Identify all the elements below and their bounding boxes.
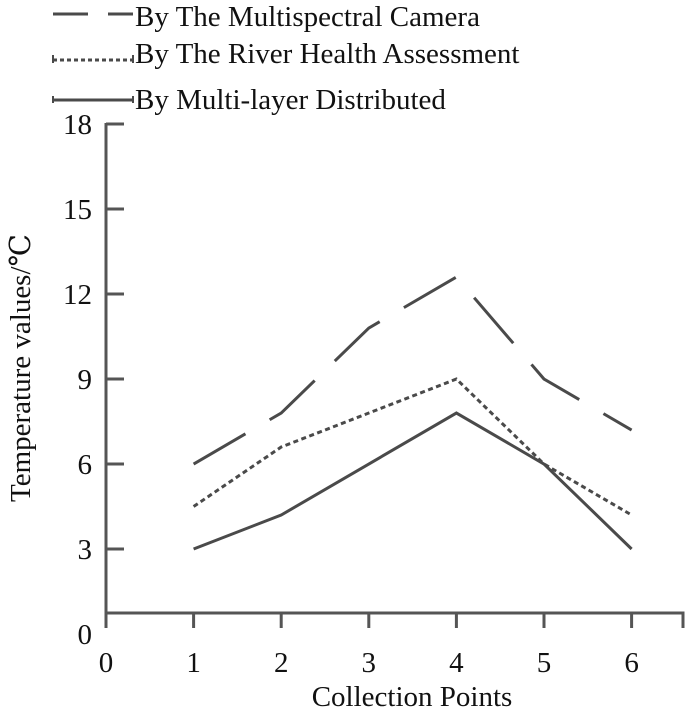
x-tick-label: 6 (624, 647, 639, 679)
x-tick-label: 2 (274, 647, 289, 679)
x-tick-label: 4 (449, 647, 464, 679)
x-tick-label: 5 (537, 647, 552, 679)
x-tick-label: 1 (186, 647, 201, 679)
legend-label: By The Multispectral Camera (135, 1, 480, 33)
y-tick-label: 3 (78, 534, 93, 566)
legend-label: By Multi-layer Distributed (135, 84, 446, 116)
series-line-dotted (192, 377, 633, 517)
axes (104, 122, 685, 628)
legend-item-river: By The River Health Assessment (52, 38, 519, 70)
series-line-solid (193, 411, 633, 551)
legend-item-camera: By The Multispectral Camera (53, 1, 480, 33)
y-tick-labels: 0 3 6 9 12 15 18 (63, 109, 92, 651)
y-tick-label: 18 (63, 109, 92, 141)
y-tick-label: 12 (63, 279, 92, 311)
series-line-dashed (192, 275, 633, 466)
y-ticks (106, 122, 124, 551)
x-tick-label: 3 (362, 647, 377, 679)
legend-item-multilayer: By Multi-layer Distributed (52, 84, 446, 116)
x-axis (106, 611, 685, 628)
y-axis-title: Temperature values/℃ (5, 234, 37, 502)
y-tick-label: 15 (63, 194, 92, 226)
legend-label: By The River Health Assessment (135, 38, 519, 70)
data-series (192, 275, 633, 551)
legend: By The Multispectral Camera By The River… (52, 1, 519, 116)
y-tick-label: 6 (78, 449, 93, 481)
y-tick-label: 0 (78, 619, 93, 651)
x-axis-title: Collection Points (312, 681, 513, 713)
x-tick-label: 0 (99, 647, 114, 679)
x-tick-labels: 0 1 2 3 4 5 6 (99, 647, 639, 679)
y-tick-label: 9 (78, 364, 93, 396)
x-ticks (192, 614, 634, 628)
